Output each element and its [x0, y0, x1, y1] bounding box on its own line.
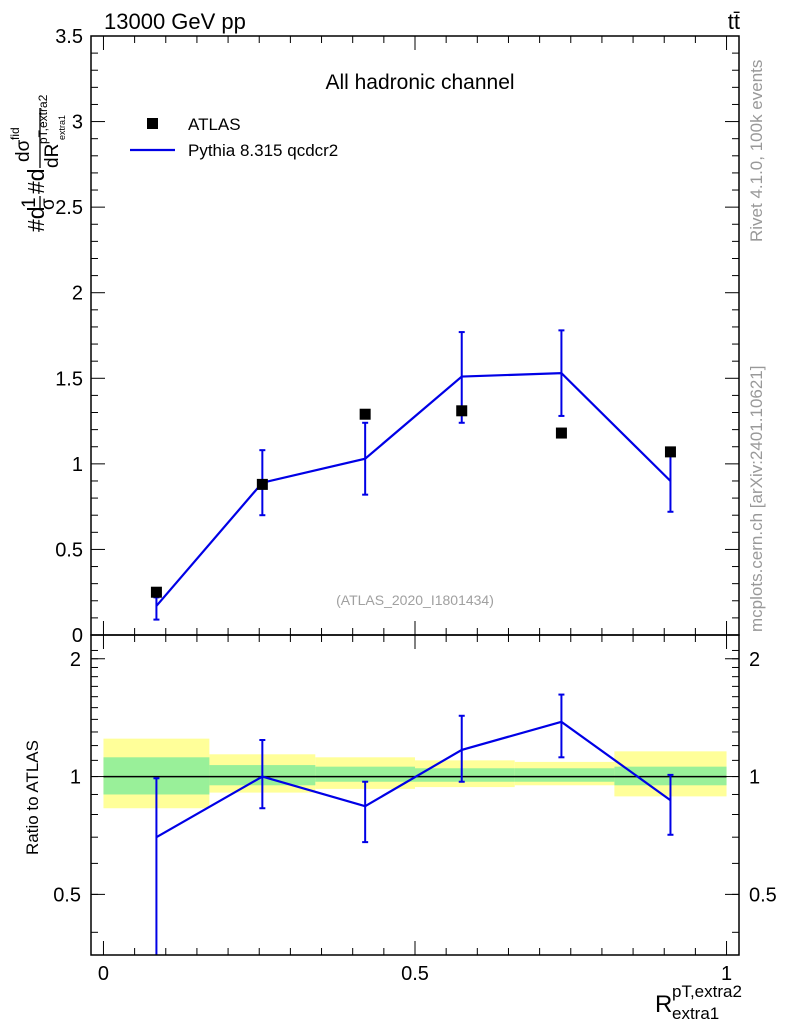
mc-line — [155, 372, 672, 607]
y-tick-label: 0 — [72, 625, 83, 647]
ratio-panel-frame — [90, 634, 740, 956]
svg-text:#d: #d — [23, 206, 49, 232]
main-y-axis-title: #d 1 σ #d dσ fid dR pT,extra2 extra1 — [8, 94, 67, 232]
ratio-y-tick-label-right: 1 — [749, 767, 760, 789]
y-tick-label: 2.5 — [55, 197, 83, 219]
y-tick-label: 2 — [72, 283, 83, 305]
ratio-y-tick-label-left: 2 — [70, 649, 81, 671]
uncertainty-band-inner — [514, 768, 615, 782]
svg-text:1: 1 — [19, 197, 40, 208]
ratio-panel: 0.5 0.5 1 1 2 2 0 0.5 1 — [53, 634, 777, 985]
x-axis-title-sub: extra1 — [672, 1004, 719, 1023]
svg-text:fid: fid — [8, 127, 22, 140]
ratio-series — [153, 693, 674, 955]
uncertainty-band-inner — [315, 766, 415, 782]
y-tick-label: 1.5 — [55, 368, 83, 390]
x-axis-title: R pT,extra2 extra1 — [655, 982, 742, 1023]
atlas-data-point — [256, 478, 268, 490]
process-label: tt̄ — [728, 9, 740, 34]
y-tick-label: 1 — [72, 454, 83, 476]
ratio-y-tick-label-right: 0.5 — [749, 884, 777, 906]
main-series — [150, 329, 676, 621]
svg-text:extra1: extra1 — [57, 115, 67, 140]
energy-label: 13000 GeV pp — [104, 9, 246, 34]
atlas-data-point — [456, 405, 468, 417]
svg-text:σ: σ — [38, 198, 59, 210]
atlas-data-point — [555, 427, 567, 439]
legend-label-atlas: ATLAS — [188, 115, 241, 134]
legend: ATLAS Pythia 8.315 qcdcr2 — [130, 115, 338, 160]
ratio-y-tick-label-left: 1 — [70, 767, 81, 789]
x-tick-label: 0.5 — [401, 963, 429, 985]
x-axis-title-sup: pT,extra2 — [672, 982, 742, 1001]
ratio-y-axis-title: Ratio to ATLAS — [23, 740, 42, 855]
svg-text:dR: dR — [42, 144, 63, 168]
x-tick-label: 0 — [98, 963, 109, 985]
svg-text:pT,extra2: pT,extra2 — [36, 94, 50, 144]
ratio-line — [155, 720, 672, 839]
ratio-ticks: 0.5 0.5 1 1 2 2 0 0.5 1 — [53, 635, 777, 985]
svg-text:#d: #d — [23, 168, 49, 194]
ratio-y-tick-label-left: 0.5 — [53, 884, 81, 906]
analysis-watermark: (ATLAS_2020_I1801434) — [336, 592, 494, 608]
legend-label-pythia: Pythia 8.315 qcdcr2 — [188, 141, 338, 160]
y-tick-label: 3 — [72, 112, 83, 134]
main-ticks: 0 0.5 1 1.5 2 2.5 3 3.5 — [55, 26, 739, 647]
y-tick-label: 0.5 — [55, 539, 83, 561]
atlas-data-point — [664, 446, 676, 458]
y-tick-label: 3.5 — [55, 26, 83, 48]
main-panel-title: All hadronic channel — [325, 71, 514, 94]
svg-text:dσ: dσ — [13, 139, 34, 162]
x-tick-label: 1 — [721, 963, 732, 985]
rivet-label: Rivet 4.1.0, 100k events — [747, 60, 766, 242]
atlas-data-point — [150, 586, 162, 598]
ratio-y-tick-label-right: 2 — [749, 649, 760, 671]
uncertainty-band-inner — [415, 768, 515, 782]
x-axis-title-main: R — [655, 991, 672, 1018]
atlas-data-point — [359, 408, 371, 420]
mcplots-label: mcplots.cern.ch [arXiv:2401.10621] — [747, 366, 766, 632]
main-panel: All hadronic channel (ATLAS_2020_I180143… — [55, 26, 740, 647]
legend-marker-atlas — [147, 118, 158, 129]
